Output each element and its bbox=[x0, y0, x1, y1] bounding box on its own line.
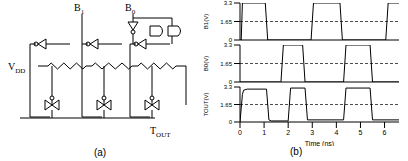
svg-text:6: 6 bbox=[383, 129, 387, 136]
svg-text:TOUT: TOUT bbox=[150, 125, 171, 139]
svg-text:1.65: 1.65 bbox=[220, 102, 232, 108]
svg-text:5: 5 bbox=[359, 129, 363, 136]
svg-text:1.65: 1.65 bbox=[220, 19, 232, 25]
svg-text:B1: B1 bbox=[74, 2, 85, 16]
svg-text:(a): (a) bbox=[94, 147, 106, 158]
svg-text:3: 3 bbox=[310, 129, 314, 136]
svg-text:3.3: 3.3 bbox=[224, 84, 233, 90]
svg-text:TOUT(V): TOUT(V) bbox=[203, 92, 209, 116]
svg-text:B1(V): B1(V) bbox=[203, 14, 209, 29]
svg-text:0: 0 bbox=[238, 129, 242, 136]
svg-text:VDD: VDD bbox=[8, 61, 25, 75]
svg-text:3.3: 3.3 bbox=[224, 42, 233, 48]
svg-text:Time (ns): Time (ns) bbox=[305, 140, 334, 146]
svg-text:0: 0 bbox=[229, 119, 233, 125]
svg-text:2: 2 bbox=[286, 129, 290, 136]
html-text:(b): (b) bbox=[290, 146, 303, 157]
svg-text:3.3: 3.3 bbox=[224, 0, 233, 6]
svg-text:B0(V): B0(V) bbox=[203, 56, 209, 71]
svg-text:1: 1 bbox=[262, 129, 266, 136]
svg-text:1.65: 1.65 bbox=[220, 61, 232, 67]
svg-text:4: 4 bbox=[334, 129, 338, 136]
svg-text:B0: B0 bbox=[125, 2, 136, 16]
